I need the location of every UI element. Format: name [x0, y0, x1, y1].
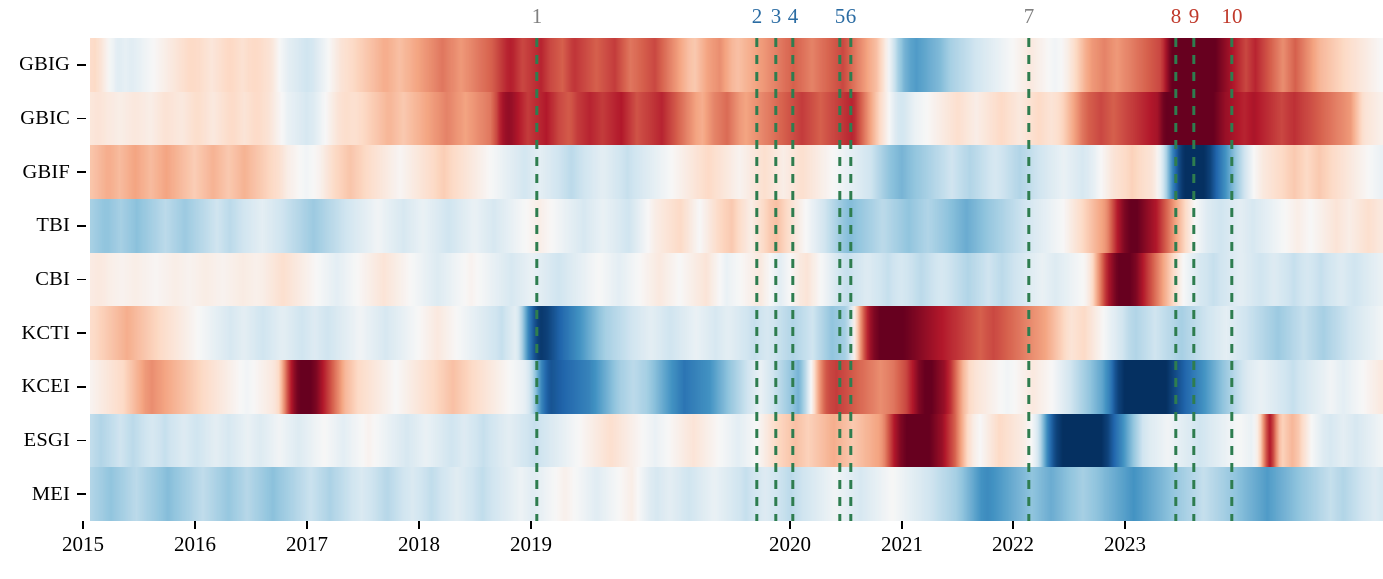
x-tick-mark [418, 521, 420, 529]
y-axis: GBIG GBIC GBIF TBI CBI KCTI KCEI ESGI MEI [0, 38, 90, 521]
event-label-4: 4 [787, 4, 799, 28]
y-tick-label: GBIC [20, 106, 70, 129]
heatmap-row-cbi [90, 252, 1383, 307]
x-tick-label: 2015 [62, 532, 104, 556]
event-label-3: 3 [770, 4, 782, 28]
x-tick-label: 2017 [286, 532, 328, 556]
x-tick-2017: 2017 [286, 521, 328, 557]
event-line-4 [791, 38, 795, 521]
y-tick-label: MEI [31, 482, 70, 505]
y-tick-kcei: KCEI [21, 360, 90, 414]
event-label-8: 8 [1170, 4, 1182, 28]
x-tick-2021: 2021 [881, 521, 923, 557]
event-line-7 [1027, 38, 1031, 521]
y-tick-label: KCEI [21, 375, 70, 398]
x-tick-label: 2021 [881, 532, 923, 556]
heatmap-row-gbif [90, 145, 1383, 199]
y-tick-label: ESGI [23, 428, 70, 451]
x-tick-label: 2020 [769, 532, 811, 556]
event-label-7: 7 [1023, 4, 1035, 28]
x-tick-label: 2023 [1104, 532, 1146, 556]
event-line-5 [838, 38, 842, 521]
y-tick-label: CBI [35, 267, 70, 290]
x-tick-mark [306, 521, 308, 529]
x-axis: 2015 2016 2017 2018 2019 2020 2021 2022 2023 [0, 521, 1383, 579]
x-tick-label: 2016 [174, 532, 216, 556]
event-line-10 [1230, 38, 1234, 521]
event-line-6 [849, 38, 853, 521]
y-tick-mark [77, 64, 86, 66]
x-tick-2023: 2023 [1104, 521, 1146, 557]
event-label-2: 2 [751, 4, 763, 28]
y-tick-mark [77, 117, 86, 120]
y-tick-kcti: KCTI [21, 306, 90, 360]
x-tick-mark [901, 521, 903, 529]
x-tick-mark [530, 521, 532, 529]
y-tick-gbif: GBIF [22, 145, 90, 199]
heatmap-row-mei [90, 467, 1383, 521]
heatmap-row-kcti [90, 306, 1383, 360]
x-tick-label: 2019 [510, 532, 552, 556]
event-line-8 [1174, 38, 1178, 521]
x-tick-mark [82, 521, 84, 529]
x-tick-mark [1124, 521, 1126, 529]
y-tick-label: GBIG [19, 53, 70, 76]
heatmap-row-esgi [90, 413, 1383, 468]
heatmap-row-kcei [90, 359, 1383, 414]
event-label-6: 6 [845, 4, 857, 28]
y-tick-mark [77, 225, 86, 227]
x-tick-label: 2022 [992, 532, 1034, 556]
y-tick-cbi: CBI [35, 253, 90, 307]
y-tick-label: TBI [36, 214, 70, 237]
event-line-1 [535, 38, 539, 521]
y-tick-mark [77, 493, 86, 495]
heatmap-row-gbig [90, 38, 1383, 92]
y-tick-mark [77, 439, 86, 442]
y-tick-esgi: ESGI [24, 414, 90, 468]
event-label-5: 5 [834, 4, 846, 28]
x-tick-2018: 2018 [398, 521, 440, 557]
x-tick-2016: 2016 [174, 521, 216, 557]
event-label-10: 10 [1221, 4, 1243, 28]
event-label-1: 1 [531, 4, 543, 28]
x-tick-2019: 2019 [510, 521, 552, 557]
y-tick-label: GBIF [22, 160, 70, 183]
x-tick-label: 2018 [398, 532, 440, 556]
y-tick-mark [77, 332, 86, 334]
event-line-9 [1192, 38, 1196, 521]
x-tick-mark [789, 521, 791, 529]
event-line-3 [774, 38, 778, 521]
x-tick-mark [1012, 521, 1014, 529]
x-tick-2022: 2022 [992, 521, 1034, 557]
y-tick-mei: MEI [32, 467, 90, 521]
event-line-2 [755, 38, 759, 521]
heatmap-row-gbic [90, 91, 1383, 146]
event-label-9: 9 [1188, 4, 1200, 28]
y-tick-label: KCTI [21, 321, 70, 344]
heatmap-row-tbi [90, 198, 1383, 253]
y-tick-mark [77, 278, 86, 281]
y-tick-gbic: GBIC [20, 92, 90, 146]
y-tick-mark [77, 171, 86, 173]
x-tick-mark [194, 521, 196, 529]
y-tick-mark [77, 386, 86, 388]
heatmap-plot-area [90, 38, 1383, 521]
y-tick-tbi: TBI [36, 199, 90, 253]
x-tick-2015: 2015 [62, 521, 104, 557]
x-tick-2020: 2020 [769, 521, 811, 557]
y-tick-gbig: GBIG [19, 38, 90, 92]
